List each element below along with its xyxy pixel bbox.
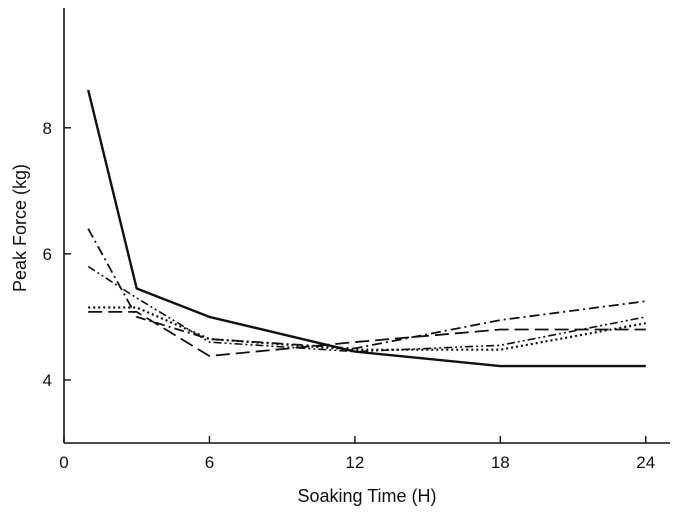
y-axis-title: Peak Force (kg) xyxy=(10,164,30,292)
x-axis-title: Soaking Time (H) xyxy=(297,486,436,506)
series-line-dashed xyxy=(88,310,646,357)
x-tick-label: 6 xyxy=(205,453,214,472)
y-tick-label: 8 xyxy=(43,119,52,138)
x-tick-label: 0 xyxy=(59,453,68,472)
ticks: 0 6 12 18 24 4 6 8 xyxy=(43,119,656,472)
axes xyxy=(63,8,670,444)
series-line-dash-dot-dot xyxy=(87,265,646,353)
y-tick-label: 4 xyxy=(43,371,52,390)
x-tick-label: 24 xyxy=(636,453,655,472)
y-tick-label: 6 xyxy=(43,245,52,264)
x-tick-label: 18 xyxy=(491,453,510,472)
x-tick-label: 12 xyxy=(345,453,364,472)
series-line-solid xyxy=(87,89,646,368)
series-line-dotted xyxy=(88,306,646,351)
series-line-dash-dot xyxy=(87,228,646,350)
series-lines xyxy=(87,89,646,368)
